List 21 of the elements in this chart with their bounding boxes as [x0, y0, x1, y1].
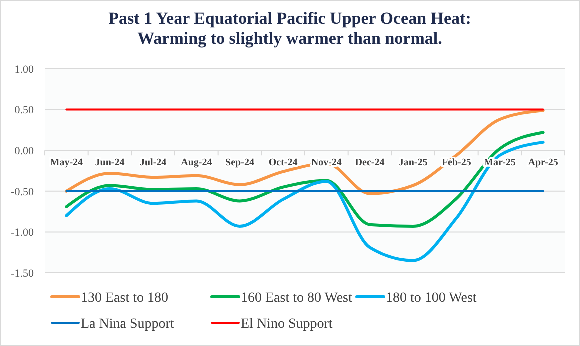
x-tick-label: Oct-24: [268, 158, 298, 169]
legend-label: El Nino Support: [241, 316, 333, 332]
y-tick-label: -0.50: [11, 186, 34, 198]
x-tick-label: Jul-24: [140, 158, 167, 169]
x-tick-label: Dec-24: [355, 158, 385, 169]
y-tick-label: 1.00: [14, 64, 34, 76]
x-tick-label: May-24: [50, 158, 84, 169]
legend-label: La Nina Support: [81, 316, 174, 332]
legend-label: 180 to 100 West: [386, 290, 477, 306]
x-tick-label: Jan-25: [398, 158, 428, 169]
x-tick-label: Sep-24: [226, 158, 254, 169]
x-tick-label: Apr-25: [528, 158, 558, 169]
y-tick-label: 0.00: [14, 145, 34, 158]
legend-label: 160 East to 80 West: [241, 290, 352, 306]
chart-title: Past 1 Year Equatorial Pacific Upper Ocean Heat: Warming to slightly warmer than normal.: [108, 9, 472, 48]
y-tick-label: 0.50: [14, 104, 34, 117]
y-tick-label: -1.00: [11, 227, 34, 240]
legend-label: 130 East to 180: [81, 290, 168, 306]
x-tick-label: Aug-24: [181, 158, 212, 169]
x-tick-label: Jun-24: [95, 158, 125, 169]
y-tick-label: -1.50: [11, 268, 34, 280]
